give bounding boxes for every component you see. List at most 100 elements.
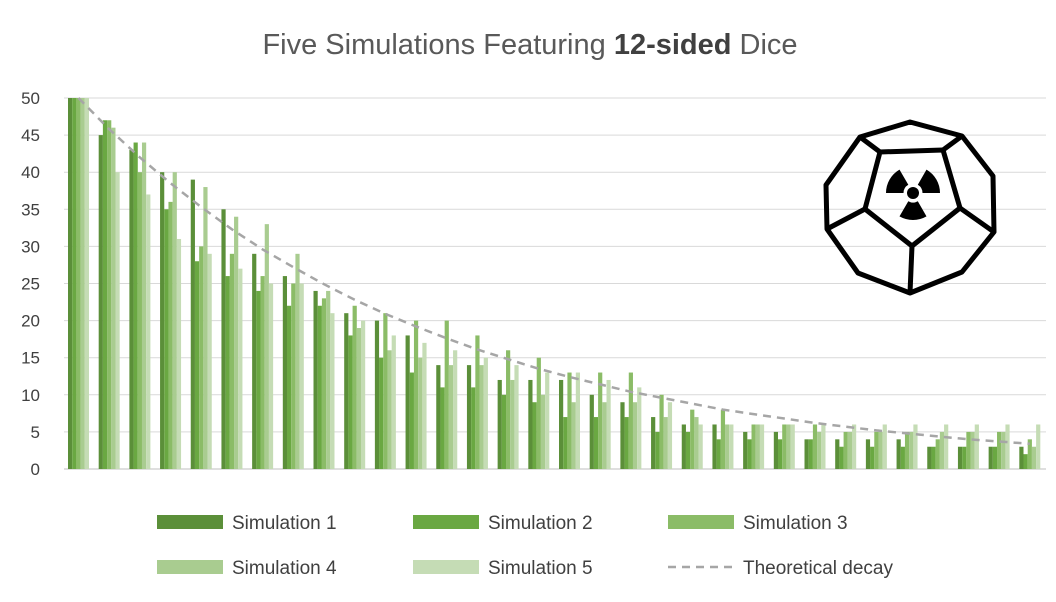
bar-sim2-11 [379,357,384,469]
legend-swatch-sim4 [157,560,223,574]
bar-sim5-6 [238,268,243,469]
bar-sim5-18 [606,379,611,469]
bar-sim1-16 [528,379,533,469]
chart-title-emphasis: 12-sided [614,29,732,61]
bar-sim2-26 [839,446,844,469]
bar-sim1-24 [773,431,779,469]
bar-sim5-16 [545,372,550,469]
bar-sim5-4 [176,238,182,469]
bar-sim1-4 [160,172,165,469]
bar-sim5-30 [974,424,979,469]
bar-sim4-14 [479,365,484,469]
bar-sim2-3 [133,142,138,469]
y-tick-label: 0 [31,460,40,479]
bar-sim2-12 [409,372,414,469]
bar-sim3-13 [444,320,449,469]
bar-sim2-20 [655,431,660,469]
bar-sim3-18 [598,372,603,469]
bar-sim4-26 [847,431,852,469]
bar-sim2-10 [348,335,353,469]
bar-sim5-22 [729,424,734,469]
bar-sim3-9 [321,298,327,469]
y-tick-label: 50 [21,89,40,108]
bar-sim4-30 [970,431,975,469]
bar-sim5-14 [483,357,488,469]
y-tick-label: 20 [21,312,40,331]
y-tick-label: 15 [21,349,40,368]
bar-sim5-10 [360,320,366,469]
bar-sim2-31 [992,446,998,469]
bar-sim1-20 [651,417,656,469]
bar-sim4-17 [571,402,576,469]
legend-swatch-sim1 [157,515,223,529]
bar-sim5-28 [913,424,918,469]
bar-sim1-9 [313,290,318,469]
bar-sim1-11 [374,320,380,469]
bar-sim3-8 [291,283,296,469]
bar-sim1-7 [252,253,257,469]
bar-sim4-16 [540,394,546,469]
bar-sim2-19 [624,417,629,469]
y-tick-label: 35 [21,200,40,219]
bar-sim5-2 [115,172,120,469]
bar-sim1-31 [988,446,993,469]
bar-sim5-1 [84,98,89,469]
y-tick-label: 25 [21,275,40,294]
y-tick-label: 30 [21,237,40,256]
bar-sim1-21 [681,424,686,469]
y-tick-label: 40 [21,163,40,182]
bar-sim1-19 [620,402,625,469]
bar-sim5-26 [851,424,857,469]
bar-sim1-1 [68,98,73,469]
bar-sim2-15 [501,394,507,469]
bar-sim2-16 [532,402,537,469]
bar-sim1-22 [712,424,717,469]
bar-sim2-2 [102,120,108,469]
bar-sim5-21 [698,424,703,469]
bar-sim1-8 [282,276,288,469]
bar-sim4-29 [939,431,945,469]
bar-sim4-2 [111,127,116,470]
bar-sim4-1 [80,98,85,469]
bar-sim4-15 [510,379,515,469]
bar-sim2-21 [685,431,691,469]
bar-sim2-14 [471,387,476,469]
y-tick-label: 45 [21,126,40,145]
bar-sim3-12 [413,320,419,469]
bar-sim3-26 [843,431,848,469]
bar-sim4-6 [234,216,239,469]
bar-sim3-19 [628,372,633,469]
bar-sim3-1 [76,98,81,469]
bar-sim4-11 [387,350,392,469]
bar-sim2-13 [440,387,445,469]
bar-sim1-3 [129,149,134,469]
bar-sim2-18 [593,417,599,469]
bar-sim3-3 [137,172,142,469]
bar-sim3-21 [690,409,695,469]
bar-sim3-16 [536,357,541,469]
bar-sim1-2 [98,135,103,469]
bar-sim2-32 [1023,454,1028,469]
y-tick-label: 5 [31,423,40,442]
bar-sim4-28 [909,431,914,469]
legend-label-sim1: Simulation 1 [232,513,337,534]
bar-sim5-11 [391,335,396,469]
bar-sim2-6 [225,276,230,469]
bar-sim1-15 [497,379,502,469]
bar-sim5-5 [207,253,212,469]
bar-sim4-7 [264,224,269,469]
bar-sim5-12 [422,342,427,469]
radiation-symbol [886,169,940,221]
bar-sim3-20 [659,394,664,469]
bar-sim1-5 [190,179,195,469]
bar-sim1-17 [559,379,564,469]
bar-sim1-18 [589,394,594,469]
bar-sim1-6 [221,209,226,470]
bar-sim4-24 [786,424,791,469]
bar-sim2-25 [808,439,813,469]
bar-sim3-11 [383,313,388,469]
bar-sim3-14 [475,335,480,469]
bar-sim1-28 [896,439,901,469]
